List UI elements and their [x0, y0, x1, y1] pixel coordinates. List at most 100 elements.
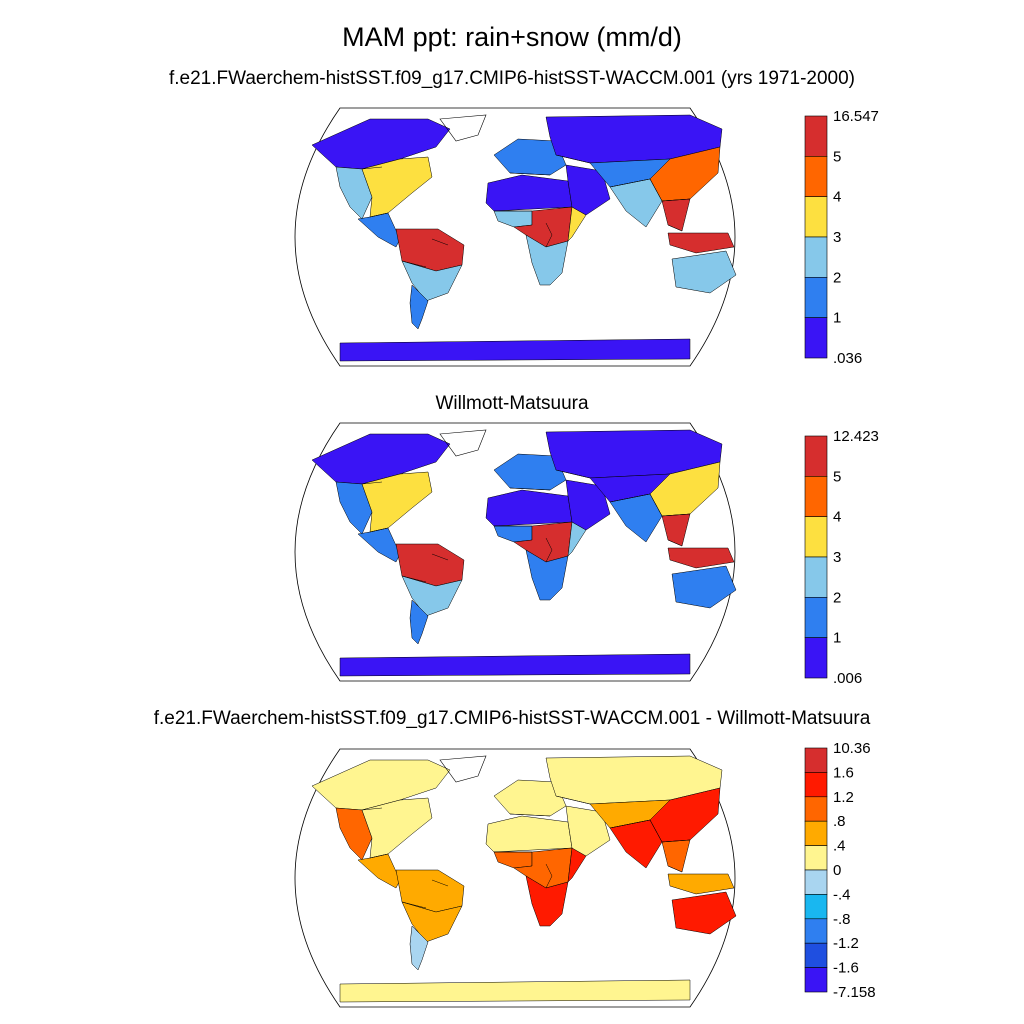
colorbar-swatch	[804, 597, 828, 638]
coastline-segment	[509, 813, 551, 817]
region-south-america-south	[401, 575, 463, 617]
coastline-segment	[361, 807, 383, 811]
coastline-segment	[401, 901, 427, 909]
coastline-segment	[401, 575, 427, 583]
colorbar-swatch	[804, 845, 828, 871]
coastline-segment	[431, 879, 449, 887]
greenland-outline	[439, 429, 487, 457]
coastline-segment	[649, 819, 663, 843]
region-south-america-south	[401, 260, 463, 302]
region-sahara	[485, 174, 573, 212]
colorbar-swatch	[804, 747, 828, 773]
colorbar-label: -1.2	[833, 935, 859, 952]
colorbar-label: 1.6	[833, 764, 854, 781]
colorbar-swatch	[804, 869, 828, 895]
region-patagonia	[409, 925, 429, 971]
coastline-segment	[369, 853, 389, 859]
colorbar-label: .4	[833, 838, 846, 855]
colorbar-swatch	[804, 942, 828, 968]
land-regions	[311, 755, 737, 1003]
panel-3-title: f.e21.FWaerchem-histSST.f09_g17.CMIP6-hi…	[153, 708, 871, 729]
colorbar-label: 16.547	[833, 108, 879, 125]
region-maritime-continent	[667, 232, 735, 254]
colorbar-label: -7.158	[833, 984, 876, 1001]
coastline-segment	[401, 260, 427, 268]
coastline-segment	[609, 178, 651, 188]
region-australia	[671, 891, 737, 935]
observed-colorbar: 12.423 5 4 3 2 1 .006	[804, 428, 879, 687]
region-antarctica	[339, 653, 691, 677]
coastline-segment	[509, 172, 551, 176]
region-sahara	[485, 815, 573, 853]
coastline-segment	[545, 537, 553, 563]
coastline-segment	[545, 222, 553, 248]
coastline-segment	[661, 839, 691, 843]
land-regions	[311, 114, 737, 362]
colorbar-label: 12.423	[833, 428, 879, 445]
coastline-segment	[667, 224, 683, 232]
coastline-segment	[555, 795, 591, 805]
region-north-america-east	[361, 156, 433, 218]
coastline-segment	[649, 178, 663, 202]
region-south-america-south	[401, 901, 463, 943]
colorbar-swatch	[804, 894, 828, 920]
region-patagonia	[409, 284, 429, 330]
colorbar-label: .036	[833, 350, 862, 367]
region-maritime-continent	[667, 873, 735, 895]
colorbar-label: 1	[833, 310, 841, 327]
colorbar-label: -.4	[833, 886, 851, 903]
region-maritime-continent	[667, 547, 735, 569]
colorbar-label: 5	[833, 148, 841, 165]
greenland-outline	[439, 114, 487, 142]
coastline-segment	[555, 469, 591, 479]
coastline-segment	[649, 493, 663, 517]
colorbar-label: 0	[833, 862, 841, 879]
colorbar-swatch	[804, 820, 828, 846]
colorbar-label: .006	[833, 670, 862, 687]
colorbar-swatch	[804, 277, 828, 318]
figure-title: MAM ppt: rain+snow (mm/d)	[342, 22, 682, 52]
colorbar-label: -.8	[833, 911, 851, 928]
coastline-segment	[509, 487, 551, 491]
colorbar-label: 3	[833, 549, 841, 566]
colorbar-swatch	[804, 556, 828, 598]
colorbar-swatch	[804, 115, 828, 157]
coastline-segment	[609, 493, 651, 503]
coastline-segment	[667, 539, 683, 547]
region-australia	[671, 250, 737, 294]
colorbar-swatch	[804, 516, 828, 558]
coastline-segment	[661, 198, 691, 202]
coastline-segment	[361, 481, 383, 485]
coastline-segment	[609, 819, 651, 829]
greenland-outline	[439, 755, 487, 783]
coastline-segment	[661, 513, 691, 517]
land-regions	[311, 429, 737, 677]
colorbar-label: 2	[833, 269, 841, 286]
coastline-segment	[555, 154, 591, 164]
region-southern-africa	[525, 549, 569, 601]
colorbar-swatch	[804, 796, 828, 822]
region-north-america-east	[361, 471, 433, 533]
colorbar-swatch	[804, 772, 828, 798]
panel-2-title: Willmott-Matsuura	[435, 393, 589, 414]
region-antarctica	[339, 979, 691, 1003]
coastline-segment	[361, 166, 383, 170]
observed-precip-map	[294, 422, 737, 682]
colorbar-swatch	[804, 435, 828, 477]
region-patagonia	[409, 599, 429, 645]
region-north-america-east	[361, 797, 433, 859]
colorbar-swatch	[804, 637, 828, 679]
coastline-segment	[667, 865, 683, 873]
region-sahara	[485, 489, 573, 527]
colorbar-label: 1.2	[833, 789, 854, 806]
model-precip-map	[294, 107, 737, 367]
colorbar-label: 2	[833, 589, 841, 606]
colorbar-label: .8	[833, 813, 846, 830]
colorbar-swatch	[804, 236, 828, 278]
coastline-segment	[431, 238, 449, 246]
panel-1-title: f.e21.FWaerchem-histSST.f09_g17.CMIP6-hi…	[168, 68, 855, 89]
region-antarctica	[339, 338, 691, 362]
region-australia	[671, 565, 737, 609]
colorbar-label: 3	[833, 229, 841, 246]
colorbar-label: 4	[833, 189, 841, 206]
